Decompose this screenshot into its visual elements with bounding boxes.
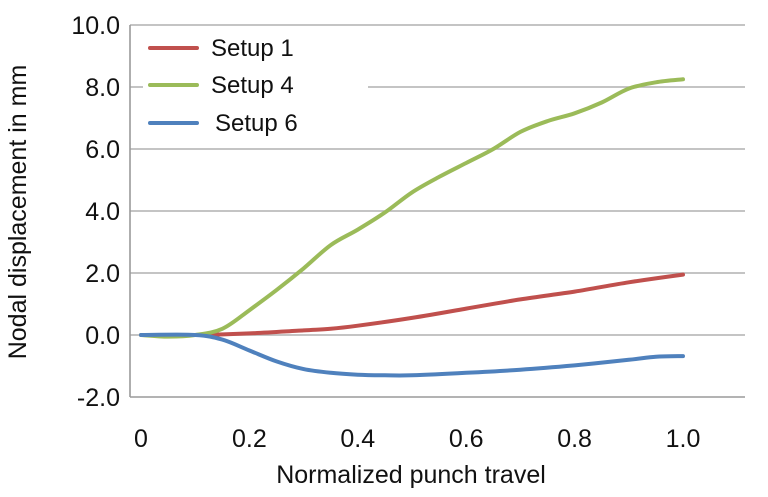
y-tick-label: -2.0: [77, 384, 120, 412]
series-line-setup-4: [139, 77, 685, 339]
legend-label-setup-4: Setup 4: [211, 72, 294, 99]
y-tick-label: 6.0: [85, 136, 120, 164]
y-tick-label: 2.0: [85, 260, 120, 288]
legend: Setup 1 Setup 4 Setup 6: [143, 30, 368, 140]
x-axis-title: Normalized punch travel: [276, 461, 546, 489]
series-lines: [139, 77, 685, 378]
y-tick-label: 4.0: [85, 198, 120, 226]
y-tick-label: 8.0: [85, 74, 120, 102]
y-tick-label: 10.0: [71, 12, 120, 40]
tick-labels: -2.0 0.0 2.0 4.0 6.0 8.0 10.0 0 0.2 0.4 0.6 0.8 1.0: [71, 12, 700, 453]
legend-label-setup-1: Setup 1: [211, 35, 294, 62]
series-line-setup-1: [139, 272, 685, 338]
legend-label-setup-6: Setup 6: [215, 110, 298, 137]
series-line-setup-6: [139, 332, 685, 378]
x-tick-label: 0.4: [340, 425, 375, 453]
x-tick-label: 0: [134, 425, 148, 453]
y-axis-title: Nodal displacement in mm: [4, 65, 32, 360]
x-tick-label: 1.0: [666, 425, 701, 453]
x-tick-label: 0.8: [557, 425, 592, 453]
x-tick-label: 0.6: [449, 425, 484, 453]
axes: [129, 25, 745, 398]
y-tick-label: 0.0: [85, 322, 120, 350]
x-tick-label: 0.2: [232, 425, 267, 453]
